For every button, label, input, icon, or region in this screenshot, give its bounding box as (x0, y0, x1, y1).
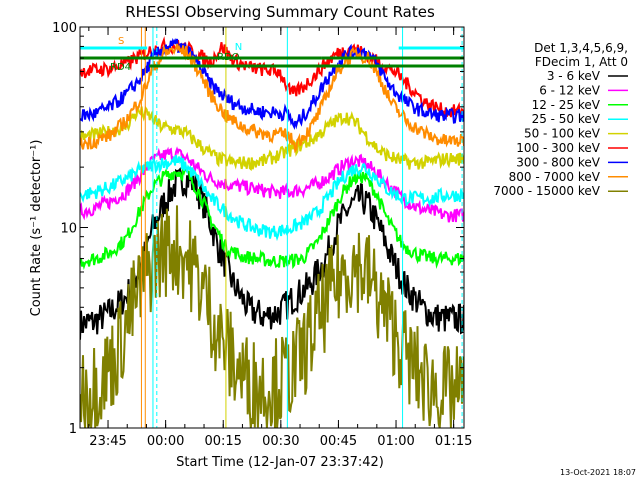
series-line-300-800keV (80, 38, 464, 130)
x-axis-label: Start Time (12-Jan-07 23:37:42) (176, 455, 384, 470)
series-line-6-12keV (80, 146, 464, 223)
series-line-800-7000keV (80, 43, 464, 154)
y-tick-label: 100 (52, 21, 77, 36)
legend-entry-label: 300 - 800 keV (516, 155, 600, 169)
x-tick-label: 01:00 (377, 434, 414, 449)
legend-entry-label: 7000 - 15000 keV (493, 184, 600, 198)
series-line-25-50keV (80, 154, 464, 242)
x-tick-label: 00:15 (204, 434, 241, 449)
legend-entry-label: 6 - 12 keV (539, 83, 601, 97)
legend-entry-label: 100 - 300 keV (516, 141, 600, 155)
x-tick-label: 01:15 (435, 434, 472, 449)
y-tick-label: 10 (60, 222, 77, 237)
y-tick-label: 1 (69, 422, 77, 437)
timestamp: 13-Oct-2021 18:07 (560, 468, 636, 477)
series-line-12-25keV (80, 167, 464, 271)
legend-header-line-2: FDecim 1, Att 0 (535, 55, 628, 69)
legend-entry-label: 50 - 100 keV (524, 127, 601, 141)
legend-entry-label: 3 - 6 keV (547, 69, 601, 83)
x-tick-label: 00:45 (320, 434, 357, 449)
series-line-50-100keV (80, 105, 464, 172)
chart-title: RHESSI Observing Summary Count Rates (125, 3, 435, 21)
x-tick-label: 00:30 (262, 434, 299, 449)
flag-label-rdo: RDO (217, 52, 240, 63)
flag-label-n: N (235, 42, 242, 53)
legend-entry-label: 12 - 25 keV (532, 98, 601, 112)
series-layer (80, 36, 464, 428)
flag-label-rd4: RD4 (110, 62, 131, 73)
series-line-7000-15000keV (80, 205, 464, 428)
flag-label-s: S (118, 36, 124, 47)
legend-header-line-1: Det 1,3,4,5,6,9, (534, 41, 628, 55)
legend: Det 1,3,4,5,6,9, FDecim 1, Att 0 3 - 6 k… (493, 41, 628, 198)
x-tick-label: 23:45 (89, 434, 126, 449)
legend-entry-label: 800 - 7000 keV (509, 170, 601, 184)
y-axis-label: Count Rate (s⁻¹ detector⁻¹) (29, 140, 44, 317)
x-tick-label: 00:00 (147, 434, 184, 449)
legend-entry-label: 25 - 50 keV (532, 112, 601, 126)
ticks-layer: 23:45 00:00 00:15 00:30 00:45 01:00 01:15 1 10 10… (52, 21, 472, 449)
